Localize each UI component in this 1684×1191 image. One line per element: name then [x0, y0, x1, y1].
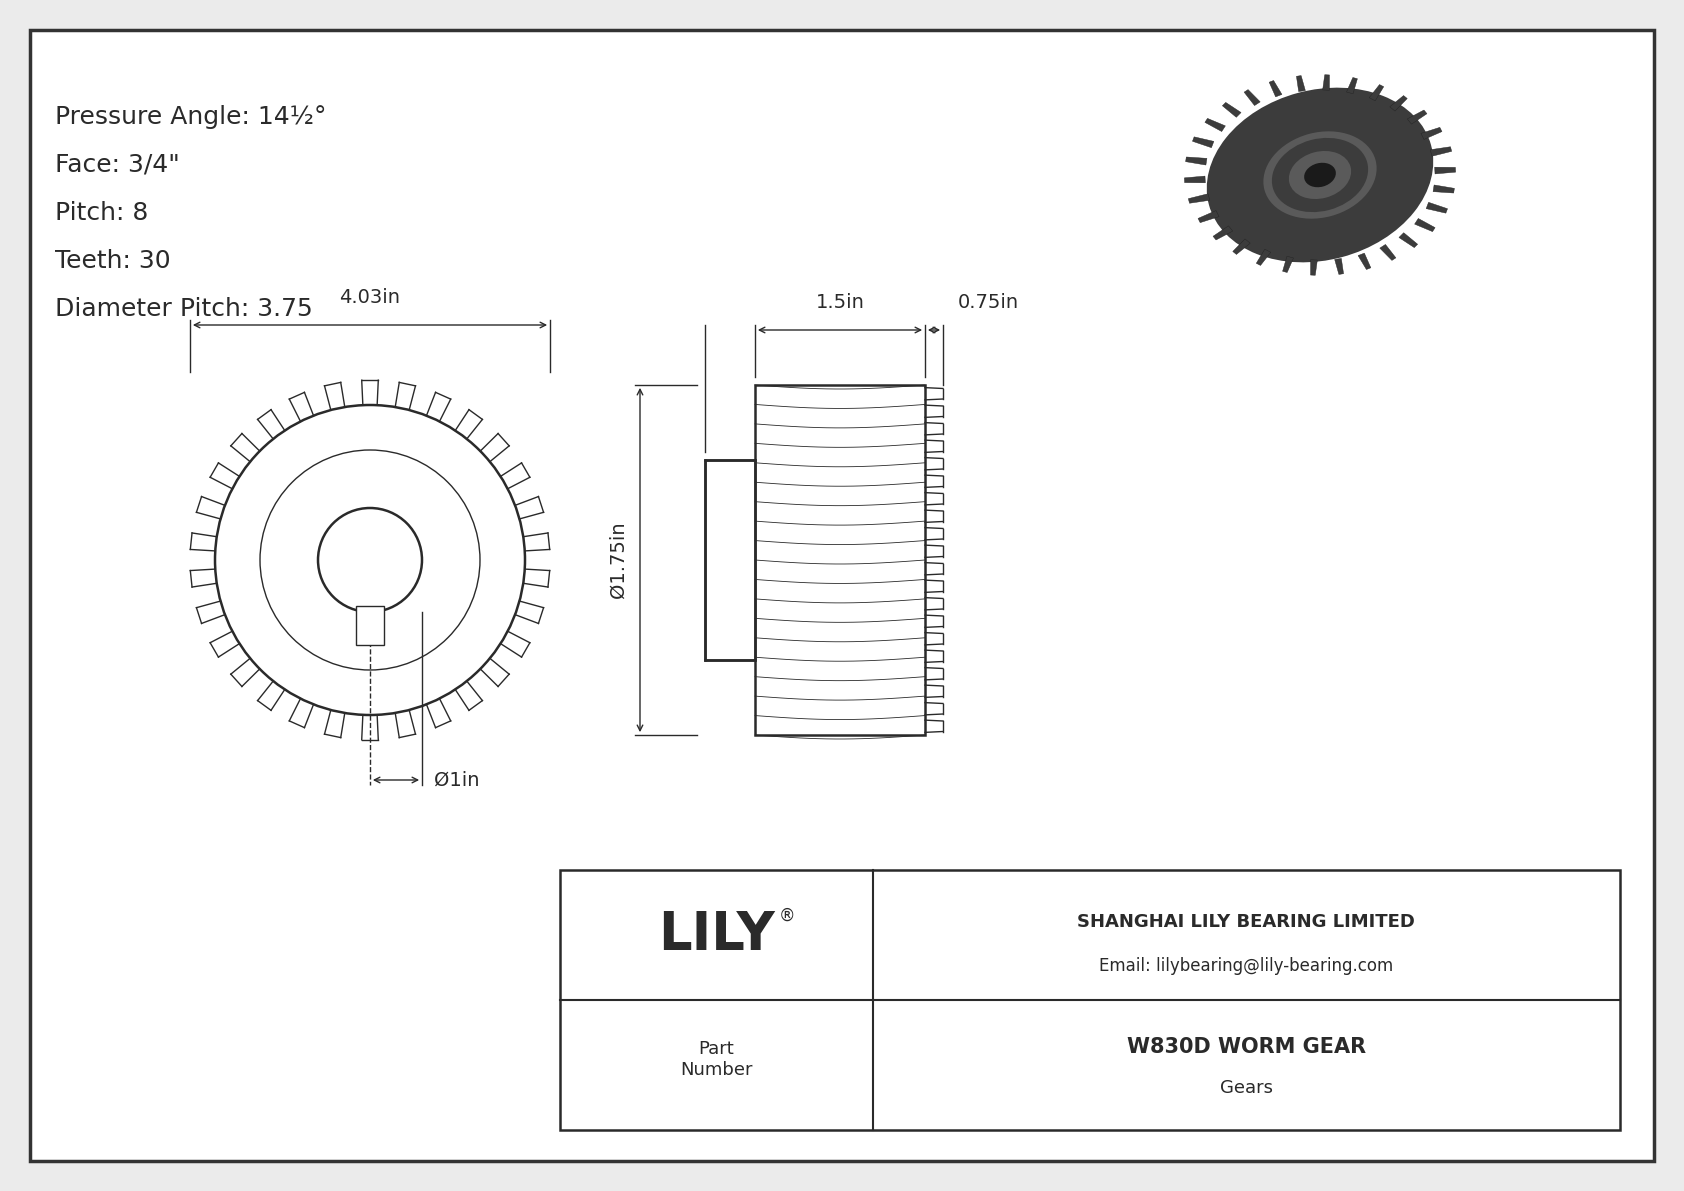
- Text: Diameter Pitch: 3.75: Diameter Pitch: 3.75: [56, 297, 313, 322]
- Polygon shape: [1433, 185, 1455, 193]
- Text: Pitch: 8: Pitch: 8: [56, 201, 148, 225]
- Ellipse shape: [1271, 138, 1367, 212]
- Polygon shape: [1283, 256, 1293, 273]
- Polygon shape: [1212, 226, 1233, 239]
- Polygon shape: [1244, 89, 1260, 106]
- Polygon shape: [1415, 218, 1435, 231]
- Text: 1.5in: 1.5in: [815, 293, 864, 312]
- Bar: [706, 460, 754, 660]
- Text: Pressure Angle: 14½°: Pressure Angle: 14½°: [56, 105, 327, 129]
- Polygon shape: [1186, 157, 1207, 166]
- Polygon shape: [1233, 239, 1250, 255]
- Text: Face: 3/4": Face: 3/4": [56, 152, 180, 177]
- Polygon shape: [1270, 81, 1282, 96]
- Bar: [561, 869, 1620, 1130]
- Polygon shape: [1435, 167, 1455, 174]
- Text: Teeth: 30: Teeth: 30: [56, 249, 170, 273]
- Polygon shape: [1197, 211, 1219, 223]
- Text: Ø1.75in: Ø1.75in: [610, 522, 628, 598]
- Polygon shape: [1256, 249, 1271, 266]
- Polygon shape: [1206, 118, 1226, 131]
- Polygon shape: [1322, 75, 1329, 91]
- Polygon shape: [1189, 194, 1209, 204]
- Ellipse shape: [1263, 131, 1376, 219]
- Polygon shape: [1421, 127, 1442, 139]
- Text: W830D WORM GEAR: W830D WORM GEAR: [1127, 1037, 1366, 1056]
- Polygon shape: [1335, 258, 1344, 274]
- Polygon shape: [1426, 202, 1448, 213]
- Text: LILY: LILY: [658, 909, 775, 961]
- Polygon shape: [1310, 260, 1317, 275]
- Polygon shape: [1399, 232, 1418, 248]
- Polygon shape: [1347, 77, 1357, 94]
- Bar: [357, 606, 384, 646]
- Polygon shape: [1192, 137, 1214, 148]
- Polygon shape: [1297, 75, 1305, 92]
- Bar: [754, 385, 925, 735]
- Ellipse shape: [1288, 151, 1351, 199]
- Polygon shape: [1357, 254, 1371, 269]
- Polygon shape: [1430, 146, 1452, 156]
- Bar: [561, 869, 1620, 1130]
- Text: 4.03in: 4.03in: [340, 288, 401, 307]
- Polygon shape: [1184, 176, 1206, 182]
- Polygon shape: [1369, 85, 1384, 101]
- Text: Gears: Gears: [1219, 1079, 1273, 1097]
- Ellipse shape: [1207, 88, 1433, 262]
- Text: Email: lilybearing@lily-bearing.com: Email: lilybearing@lily-bearing.com: [1100, 958, 1393, 975]
- Text: 0.75in: 0.75in: [958, 293, 1019, 312]
- Polygon shape: [1408, 110, 1426, 124]
- Text: SHANGHAI LILY BEARING LIMITED: SHANGHAI LILY BEARING LIMITED: [1078, 913, 1415, 931]
- Ellipse shape: [1303, 163, 1335, 187]
- Polygon shape: [1223, 102, 1241, 117]
- Text: Ø1in: Ø1in: [434, 771, 480, 790]
- Polygon shape: [1379, 244, 1396, 261]
- Text: Part
Number: Part Number: [680, 1041, 753, 1079]
- Text: ®: ®: [778, 908, 795, 925]
- Polygon shape: [1389, 95, 1408, 111]
